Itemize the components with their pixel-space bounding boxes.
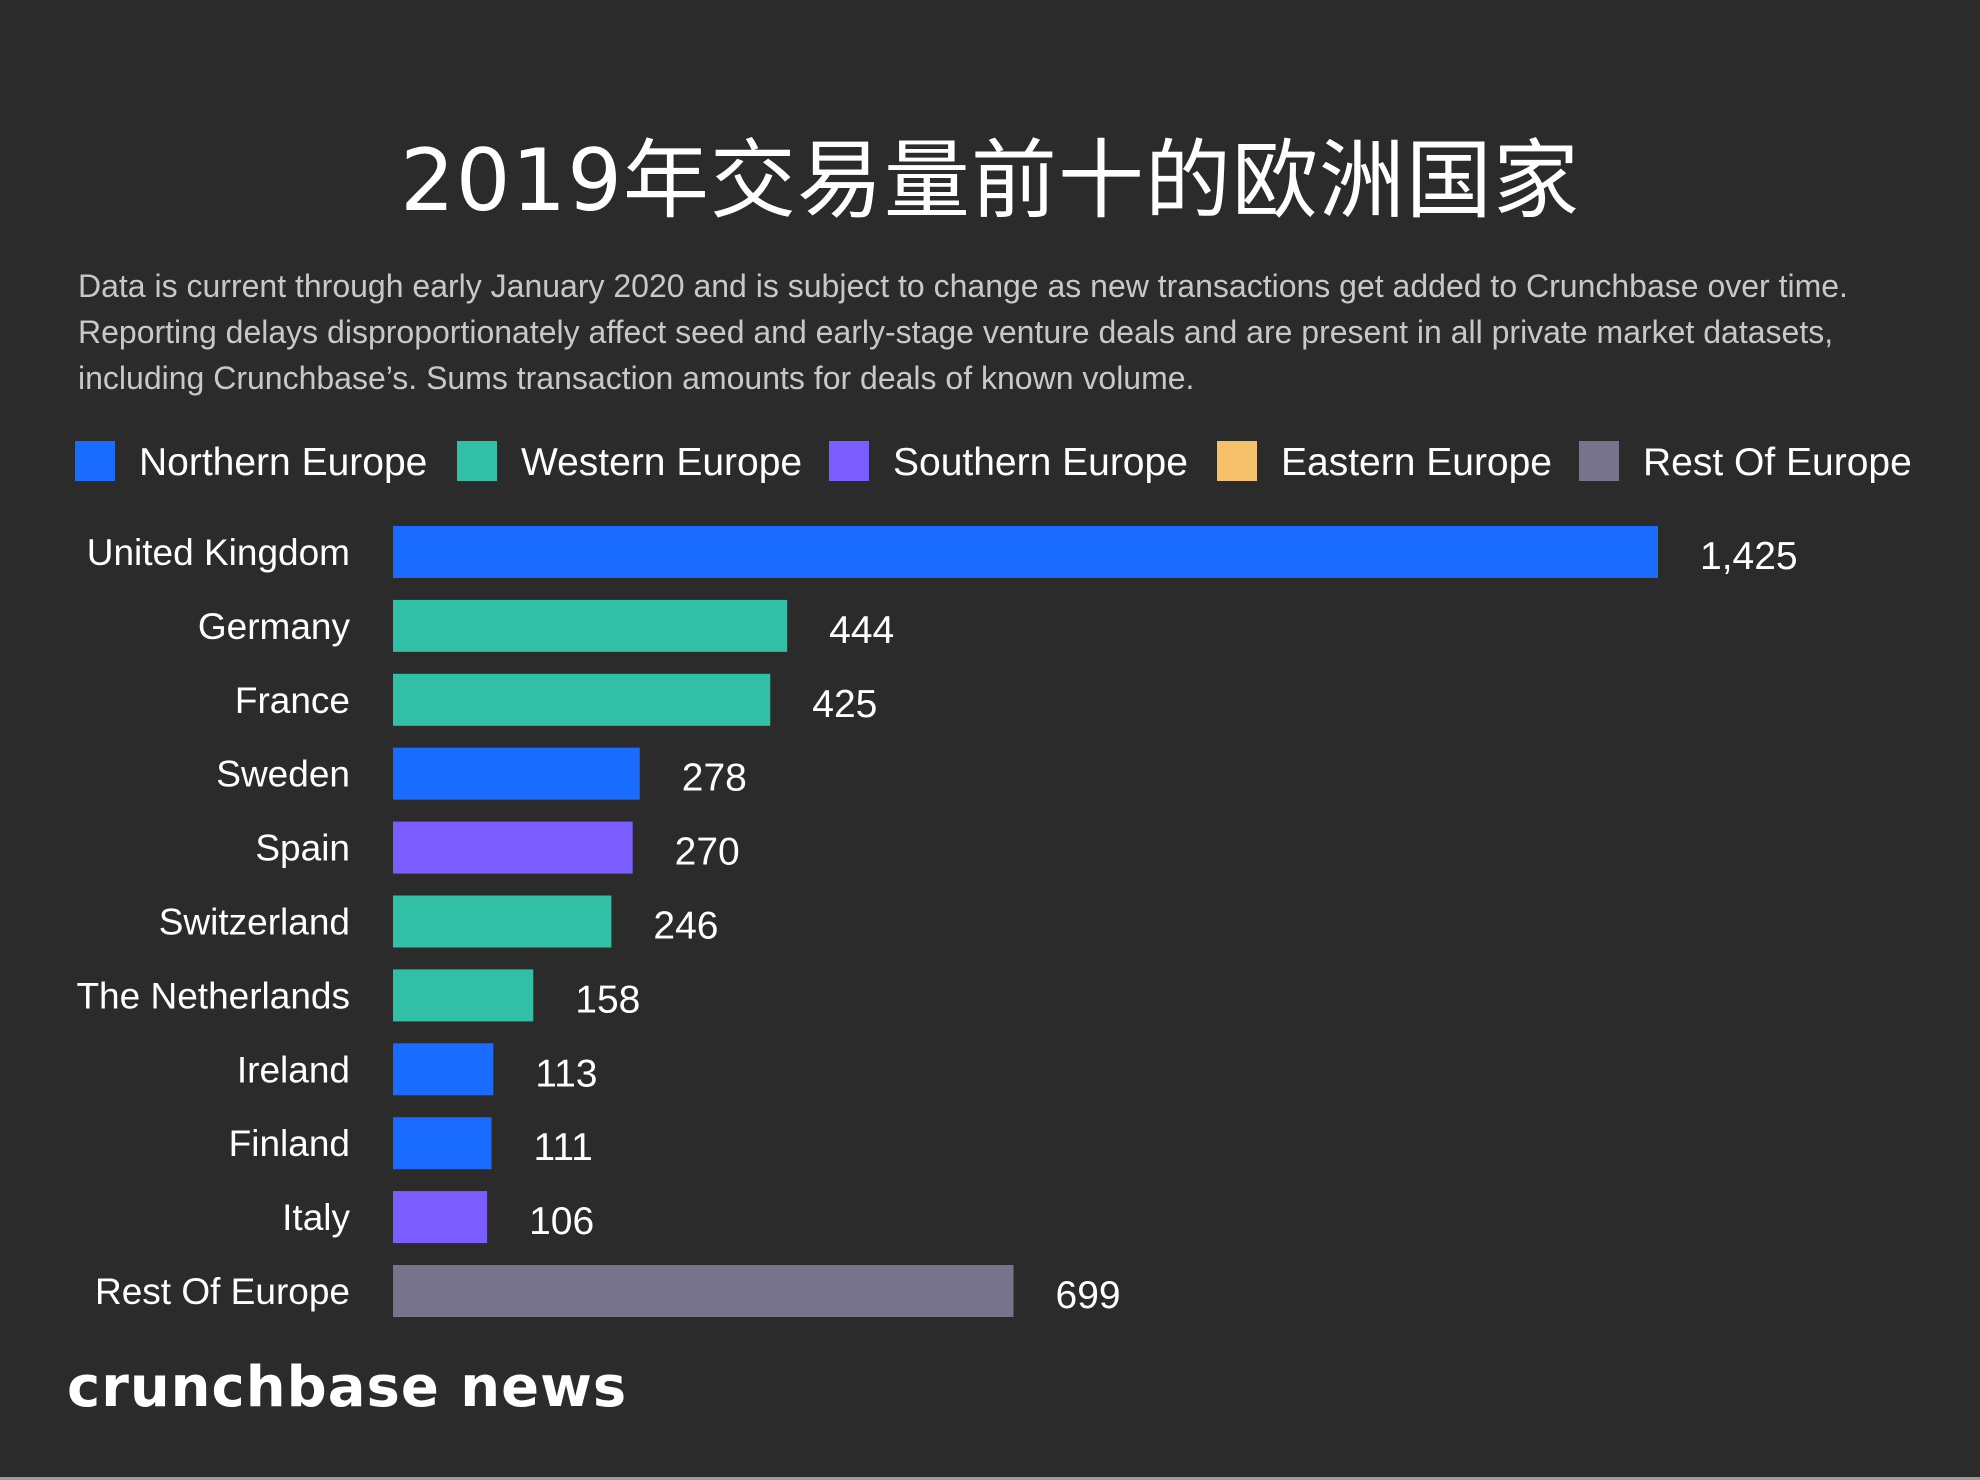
category-label-united-kingdom: United Kingdom (87, 532, 350, 573)
chart-subtitle: Data is current through early January 20… (78, 268, 1848, 396)
bottom-divider (0, 1477, 1980, 1480)
value-label-united-kingdom: 1,425 (1700, 535, 1798, 578)
value-label-ireland: 113 (535, 1052, 597, 1095)
legend-label-eastern-europe: Eastern Europe (1281, 441, 1553, 484)
category-label-ireland: Ireland (237, 1049, 350, 1090)
brand-logo: crunchbase news (67, 1355, 628, 1420)
bar-united-kingdom (393, 526, 1658, 578)
bar-spain (393, 821, 633, 874)
bar-rest-of-europe (393, 1265, 1014, 1317)
bar-italy (393, 1191, 488, 1244)
value-label-france: 425 (812, 683, 877, 726)
legend-swatch-northern-europe (75, 441, 115, 481)
category-label-finland: Finland (229, 1123, 350, 1164)
category-label-italy: Italy (282, 1197, 350, 1238)
value-label-germany: 444 (829, 609, 894, 652)
legend-label-northern-europe: Northern Europe (139, 441, 428, 484)
bar-sweden (393, 747, 640, 800)
bar-the-netherlands (393, 969, 534, 1022)
legend-label-rest-of-europe: Rest Of Europe (1643, 441, 1912, 484)
legend-swatch-southern-europe (829, 441, 869, 481)
value-label-sweden: 278 (682, 757, 747, 800)
legend-swatch-eastern-europe (1217, 441, 1257, 481)
value-label-rest-of-europe: 699 (1056, 1274, 1121, 1317)
category-label-sweden: Sweden (216, 754, 350, 795)
bar-ireland (393, 1043, 494, 1096)
chart-title: 2019年交易量前十的欧洲国家 (400, 131, 1580, 231)
bar-germany (393, 599, 788, 652)
category-label-spain: Spain (255, 828, 350, 869)
category-label-rest-of-europe: Rest Of Europe (95, 1271, 350, 1312)
legend-swatch-rest-of-europe (1579, 441, 1619, 481)
category-label-switzerland: Switzerland (159, 902, 350, 943)
value-label-finland: 111 (534, 1126, 593, 1169)
category-label-france: France (235, 680, 350, 721)
legend-label-southern-europe: Southern Europe (893, 441, 1188, 484)
legend-label-western-europe: Western Europe (521, 441, 803, 484)
value-label-italy: 106 (529, 1200, 594, 1243)
bar-france (393, 673, 771, 726)
value-label-the-netherlands: 158 (575, 978, 640, 1021)
category-label-the-netherlands: The Netherlands (76, 975, 350, 1016)
bar-chart: United Kingdom 1,425 Germany 444 France 425 Sw… (76, 526, 1798, 1317)
legend-swatch-western-europe (457, 441, 497, 481)
chart-legend: Northern Europe Western Europe Southern Eu… (75, 438, 1955, 488)
value-label-spain: 270 (675, 831, 740, 874)
category-label-germany: Germany (198, 606, 351, 647)
value-label-switzerland: 246 (653, 905, 718, 948)
bar-finland (393, 1117, 492, 1170)
bar-switzerland (393, 895, 612, 948)
